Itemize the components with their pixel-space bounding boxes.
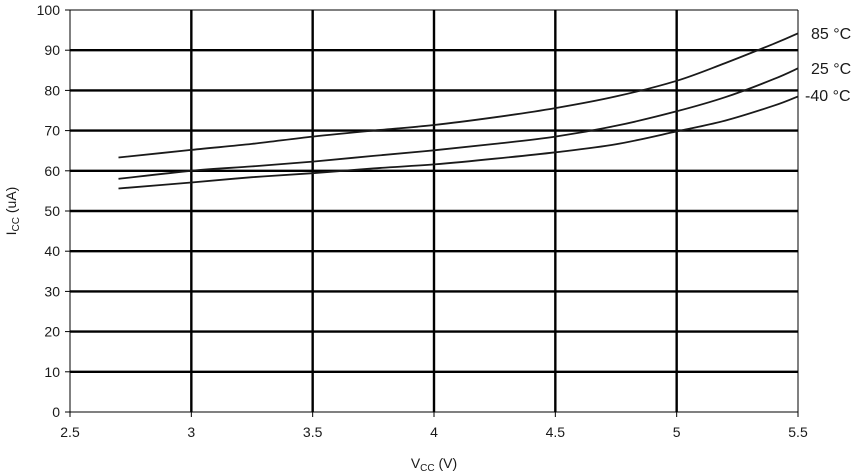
grid (65, 9, 799, 417)
x-tick-label: 5 (673, 424, 681, 440)
y-axis-title-sub: CC (11, 217, 22, 231)
y-tick-label: 50 (44, 203, 60, 219)
x-axis-title-sub: CC (420, 463, 434, 474)
y-tick-label: 90 (44, 42, 60, 58)
x-tick-label: 5.5 (788, 424, 808, 440)
y-tick-label: 10 (44, 364, 60, 380)
y-tick-label: 30 (44, 283, 60, 299)
x-tick-label: 2.5 (60, 424, 80, 440)
x-axis-title-main: V (411, 455, 421, 471)
series-lines (118, 32, 799, 190)
x-tick-label: 4 (430, 424, 438, 440)
y-axis-title: ICC (uA) (3, 187, 22, 236)
x-tick-label: 3 (187, 424, 195, 440)
y-tick-label: 0 (52, 404, 60, 420)
y-tick-label: 100 (37, 2, 61, 18)
x-tick-label: 3.5 (303, 424, 323, 440)
series-label-0: 85 °C (811, 26, 851, 43)
series-label-2: -40 °C (805, 88, 851, 105)
y-tick-label: 70 (44, 123, 60, 139)
y-tick-label: 40 (44, 243, 60, 259)
y-tick-label: 80 (44, 82, 60, 98)
series-label-1: 25 °C (811, 61, 851, 78)
y-tick-label: 20 (44, 324, 60, 340)
tick-labels: 0 10 20 30 40 50 60 70 80 90 100 2.5 3 3.5 4 4.5 5 5.5 (37, 2, 808, 440)
y-axis-title-unit: (uA) (3, 187, 19, 217)
x-axis-title-unit: (V) (435, 455, 458, 471)
x-tick-label: 4.5 (546, 424, 566, 440)
series-labels: 85 °C 25 °C -40 °C (805, 26, 851, 105)
y-axis-title-main: I (3, 231, 19, 235)
x-axis-title: VCC (V) (411, 455, 457, 474)
y-tick-label: 60 (44, 163, 60, 179)
